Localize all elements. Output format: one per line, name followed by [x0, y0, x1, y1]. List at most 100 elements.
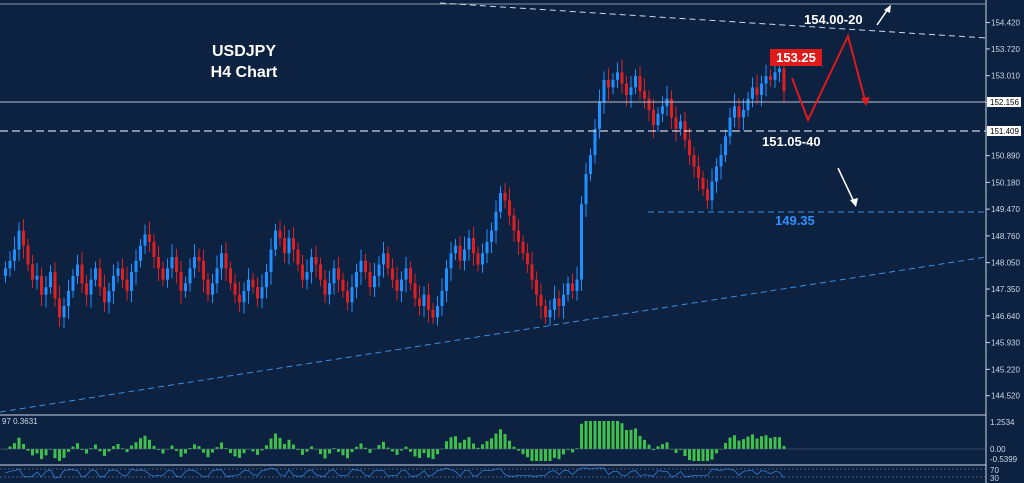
candle-body: [206, 279, 210, 295]
y-tick-label: 154.420: [991, 19, 1020, 28]
oscillator-bar: [472, 443, 475, 449]
oscillator-bar: [458, 442, 462, 449]
candle-body: [715, 166, 718, 182]
candle-body: [310, 257, 313, 273]
candle-body: [674, 117, 678, 129]
candle-body: [692, 155, 696, 167]
oscillator-bar: [94, 444, 97, 449]
oscillator-bar: [751, 434, 754, 449]
candle-body: [647, 98, 651, 110]
indicator2-tick-top: 70: [990, 466, 999, 475]
candle-body: [670, 98, 673, 118]
candle-body: [305, 272, 309, 280]
oscillator-bar: [652, 449, 655, 451]
oscillator-bar: [584, 421, 588, 449]
oscillator-bar: [305, 449, 309, 452]
candle-body: [296, 249, 300, 265]
oscillator-bar: [274, 433, 277, 449]
oscillator-bar: [256, 449, 259, 455]
oscillator-bar: [332, 448, 336, 449]
oscillator-bar: [287, 439, 291, 449]
price-tag-current-bg: [987, 97, 1021, 107]
oscillator-bar: [44, 449, 48, 456]
candle-body: [697, 166, 700, 178]
oscillator-bar: [733, 435, 736, 449]
oscillator-bar: [715, 449, 718, 454]
candle-body: [112, 275, 115, 291]
candle-body: [602, 79, 606, 103]
oscillator-bar: [661, 444, 664, 449]
price-tag-current: 152.156: [990, 98, 1019, 107]
candle-body: [130, 272, 133, 291]
candle-body: [782, 68, 786, 92]
oscillator-bar: [319, 449, 322, 455]
candle-body: [107, 290, 111, 303]
oscillator-bar: [724, 442, 727, 449]
candle-body: [341, 279, 345, 291]
candle-body: [94, 268, 97, 280]
candle-body: [436, 306, 439, 318]
oscillator-bar: [269, 438, 273, 449]
candle-body: [418, 298, 421, 306]
oscillator-bar: [431, 449, 435, 460]
oscillator-bar: [535, 449, 538, 461]
candle-body: [4, 268, 7, 276]
candle-body: [773, 72, 777, 80]
candle-body: [463, 249, 466, 261]
candle-body: [467, 238, 471, 250]
candle-body: [26, 245, 30, 265]
candle-body: [337, 268, 340, 280]
candle-body: [332, 268, 336, 284]
oscillator-bar: [656, 446, 660, 449]
oscillator-bar: [251, 449, 255, 452]
oscillator-bar: [67, 449, 70, 452]
candle-body: [499, 192, 502, 212]
candle-body: [319, 264, 322, 280]
candle-body: [571, 283, 574, 291]
candle-body: [175, 257, 178, 273]
oscillator-bar: [629, 429, 633, 449]
candle-body: [125, 279, 129, 291]
level-label-151: 151.05-40: [762, 134, 821, 149]
candle-body: [31, 264, 34, 280]
oscillator-bar: [350, 449, 354, 453]
candle-body: [139, 245, 142, 261]
oscillator-bar: [580, 423, 583, 449]
candle-body: [530, 264, 534, 280]
candle-body: [427, 294, 430, 310]
candle-body: [373, 275, 376, 288]
candle-body: [535, 279, 538, 295]
chart-title: USDJPY: [212, 43, 276, 60]
oscillator-bar: [188, 447, 192, 449]
oscillator-bar: [544, 449, 547, 461]
candle-body: [382, 253, 385, 265]
candle-body: [193, 257, 196, 269]
candle-body: [391, 268, 394, 280]
oscillator-bar: [40, 449, 43, 460]
candle-body: [53, 272, 57, 299]
oscillator-bar: [773, 436, 777, 449]
candle-body: [445, 268, 448, 291]
candle-body: [265, 272, 268, 288]
candle-body: [737, 106, 741, 118]
oscillator-bar: [674, 449, 678, 453]
oscillator-bar: [31, 449, 34, 456]
candle-body: [98, 268, 102, 288]
candle-body: [589, 155, 592, 175]
candle-body: [611, 79, 615, 88]
oscillator-bar: [620, 423, 624, 449]
oscillator-bar: [503, 434, 507, 449]
oscillator-bar: [611, 421, 615, 449]
candle-body: [242, 290, 246, 303]
level-label-149: 149.35: [775, 213, 815, 228]
y-tick-label: 145.930: [991, 339, 1020, 348]
level-label-154: 154.00-20: [804, 12, 863, 27]
oscillator-bar: [494, 433, 498, 449]
indicator-tick-top: 1.2534: [990, 418, 1015, 427]
candle-body: [472, 238, 475, 254]
candle-body: [220, 253, 223, 269]
oscillator-bar: [301, 449, 304, 455]
oscillator-bar: [103, 449, 106, 456]
oscillator-bar: [665, 442, 669, 449]
candle-body: [224, 253, 228, 269]
